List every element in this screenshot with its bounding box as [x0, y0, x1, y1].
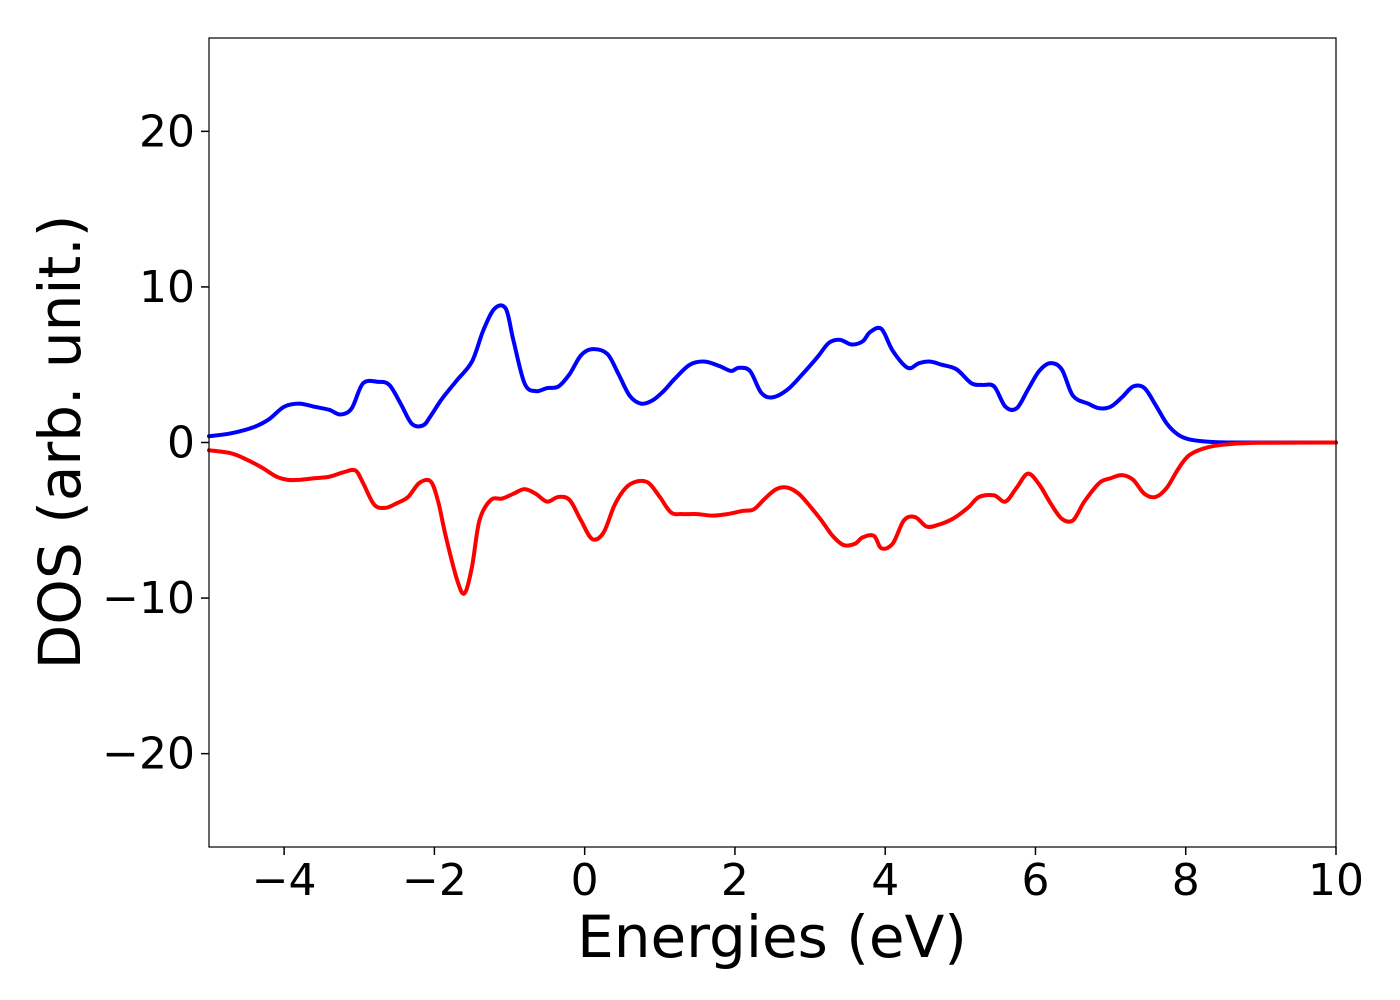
- y-tick-label: 20: [139, 106, 195, 157]
- x-tick-label: 2: [721, 855, 749, 906]
- plot-area: [207, 303, 1338, 596]
- y-axis: −20 −10 0 10 20: [102, 106, 209, 780]
- x-axis-label: Energies (eV): [577, 903, 967, 971]
- y-tick-label: −10: [102, 573, 195, 624]
- y-tick-label: 10: [139, 262, 195, 313]
- series-line-2: [207, 440, 1338, 596]
- y-tick-label: −20: [102, 729, 195, 780]
- x-tick-label: 6: [1021, 855, 1049, 906]
- y-axis-label: DOS (arb. unit.): [26, 215, 94, 670]
- x-tick-label: 10: [1308, 855, 1364, 906]
- x-tick-label: 0: [571, 855, 599, 906]
- x-tick-label: 8: [1172, 855, 1200, 906]
- x-tick-label: −2: [402, 855, 467, 906]
- x-axis: −4 −2 0 2 4 6 8 10: [252, 847, 1364, 906]
- y-tick-label: 0: [167, 418, 195, 469]
- series-line-1: [207, 303, 1338, 445]
- x-tick-label: −4: [252, 855, 317, 906]
- x-tick-label: 4: [871, 855, 899, 906]
